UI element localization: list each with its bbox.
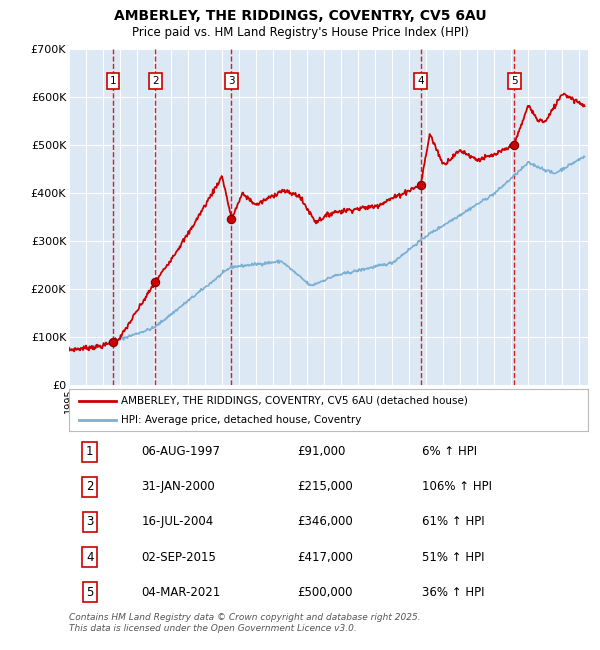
Text: £417,000: £417,000 [298,551,353,564]
Text: Contains HM Land Registry data © Crown copyright and database right 2025.
This d: Contains HM Land Registry data © Crown c… [69,613,421,634]
Text: Price paid vs. HM Land Registry's House Price Index (HPI): Price paid vs. HM Land Registry's House … [131,26,469,39]
Text: 3: 3 [228,76,235,86]
Text: AMBERLEY, THE RIDDINGS, COVENTRY, CV5 6AU (detached house): AMBERLEY, THE RIDDINGS, COVENTRY, CV5 6A… [121,396,468,406]
Text: 2: 2 [152,76,159,86]
Text: 4: 4 [418,76,424,86]
Text: AMBERLEY, THE RIDDINGS, COVENTRY, CV5 6AU: AMBERLEY, THE RIDDINGS, COVENTRY, CV5 6A… [113,9,487,23]
Text: 4: 4 [86,551,94,564]
Text: HPI: Average price, detached house, Coventry: HPI: Average price, detached house, Cove… [121,415,361,425]
Text: 106% ↑ HPI: 106% ↑ HPI [422,480,492,493]
Text: 06-AUG-1997: 06-AUG-1997 [142,445,221,458]
Text: 02-SEP-2015: 02-SEP-2015 [142,551,217,564]
Text: £215,000: £215,000 [298,480,353,493]
Text: 3: 3 [86,515,94,528]
Text: 1: 1 [86,445,94,458]
Text: 04-MAR-2021: 04-MAR-2021 [142,586,221,599]
Text: £91,000: £91,000 [298,445,346,458]
Text: 2: 2 [86,480,94,493]
Text: 1: 1 [110,76,116,86]
Text: 31-JAN-2000: 31-JAN-2000 [142,480,215,493]
Text: 36% ↑ HPI: 36% ↑ HPI [422,586,484,599]
Text: 5: 5 [511,76,518,86]
Text: 16-JUL-2004: 16-JUL-2004 [142,515,214,528]
Text: 51% ↑ HPI: 51% ↑ HPI [422,551,484,564]
Text: 6% ↑ HPI: 6% ↑ HPI [422,445,477,458]
Text: 5: 5 [86,586,94,599]
Text: £500,000: £500,000 [298,586,353,599]
Text: 61% ↑ HPI: 61% ↑ HPI [422,515,485,528]
Text: £346,000: £346,000 [298,515,353,528]
